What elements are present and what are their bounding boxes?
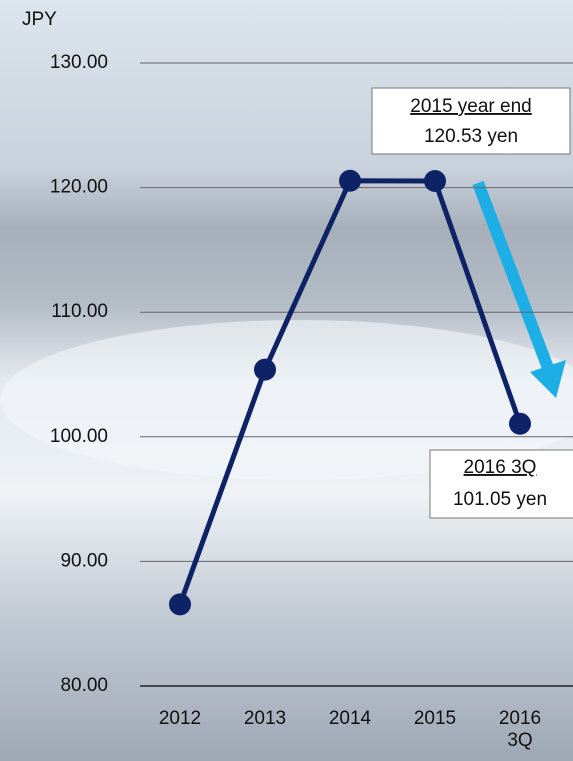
annotation-box — [371, 87, 571, 155]
data-point — [509, 412, 531, 435]
y-axis-label: JPY — [22, 9, 57, 30]
wave-foam — [0, 320, 573, 480]
annotation-text: 101.05 yen — [453, 489, 547, 510]
x-tick-label: 2012 — [158, 708, 202, 729]
x-tick-label: 2013 — [243, 708, 287, 729]
trend-arrow-head — [530, 360, 566, 398]
data-point — [254, 358, 276, 381]
y-tick-label: 110.00 — [51, 301, 108, 322]
y-tick-label: 100.00 — [50, 426, 108, 447]
data-point — [339, 169, 361, 192]
y-tick-label: 120.00 — [50, 177, 108, 198]
x-tick-label: 2015 — [413, 708, 457, 729]
x-tick-label: 2014 — [328, 708, 372, 729]
y-tick-label: 90.00 — [60, 550, 108, 571]
data-point — [424, 169, 446, 192]
y-tick-label: 80.00 — [60, 675, 108, 696]
annotation-title: 2016 3Q — [464, 457, 537, 478]
y-tick-label: 130.00 — [50, 52, 108, 73]
annotation-text: 120.53 yen — [424, 126, 518, 147]
annotation-title: 2015 year end — [410, 96, 532, 117]
trend-arrow — [472, 180, 554, 371]
data-point — [169, 593, 191, 616]
annotation-box — [429, 449, 573, 519]
x-tick-label: 2016 3Q — [498, 708, 542, 751]
